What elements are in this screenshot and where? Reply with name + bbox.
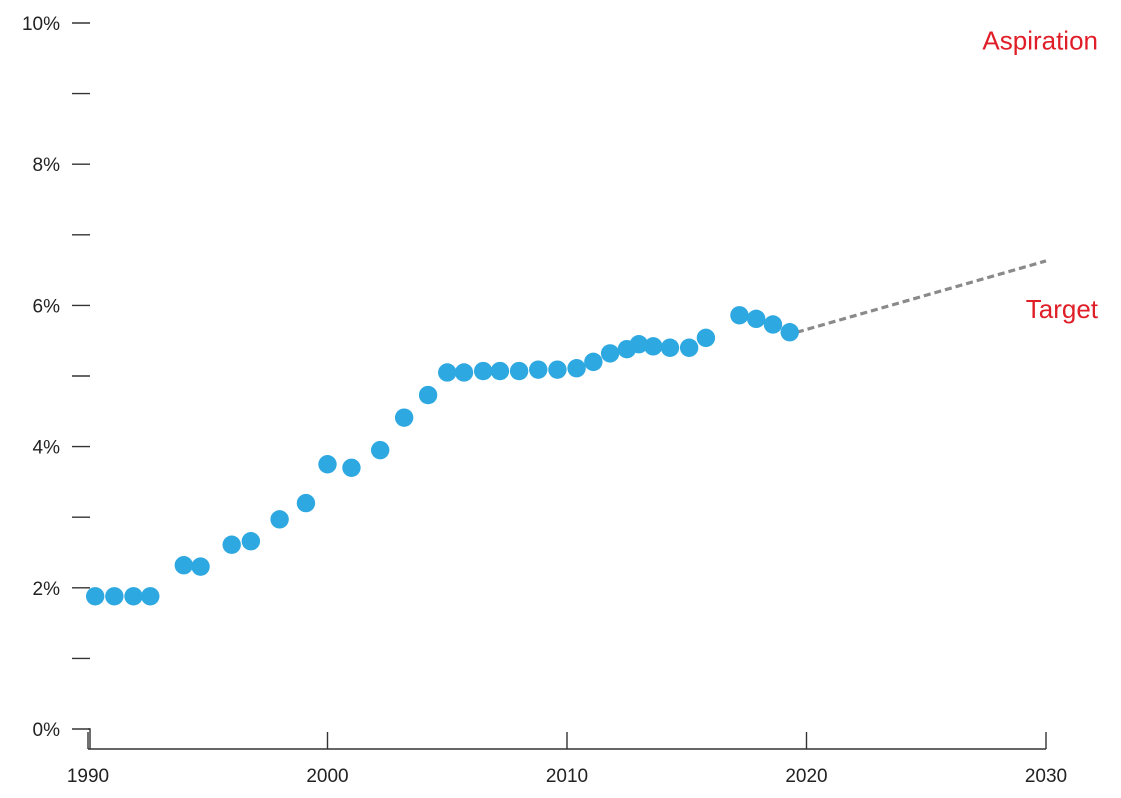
x-tick-label: 2000 bbox=[306, 766, 348, 787]
data-point bbox=[222, 535, 241, 554]
data-point bbox=[191, 557, 210, 576]
data-point bbox=[296, 493, 316, 513]
data-point bbox=[629, 335, 649, 354]
data-point bbox=[454, 363, 474, 382]
data-point bbox=[600, 344, 620, 363]
y-tick-label: 2% bbox=[33, 579, 61, 600]
y-tick-label: 0% bbox=[33, 720, 61, 741]
data-point bbox=[747, 309, 766, 329]
projection-line bbox=[796, 259, 1047, 334]
data-point bbox=[370, 440, 390, 460]
x-tick-label: 2030 bbox=[1025, 766, 1067, 787]
data-point bbox=[124, 587, 143, 606]
data-point bbox=[105, 587, 124, 606]
axes: 0% 2% 4% 6% 8% 10% 1990 2000 2010 2020 2030 bbox=[22, 14, 1067, 787]
y-tick-label: 4% bbox=[33, 438, 61, 459]
data-point bbox=[679, 338, 699, 357]
data-point bbox=[394, 408, 414, 427]
annotation-aspiration: Aspiration bbox=[982, 26, 1098, 56]
x-axis: 1990 2000 2010 2020 2030 bbox=[67, 732, 1067, 787]
data-point bbox=[644, 337, 663, 356]
data-point bbox=[490, 361, 510, 381]
y-tick-label: 6% bbox=[33, 296, 61, 317]
y-tick-label: 10% bbox=[22, 14, 60, 35]
data-point bbox=[241, 532, 261, 551]
annotation-target: Target bbox=[1026, 294, 1099, 324]
data-point bbox=[584, 352, 603, 372]
data-point bbox=[85, 587, 105, 606]
data-point bbox=[342, 458, 361, 477]
data-point bbox=[473, 361, 493, 381]
data-point bbox=[780, 323, 799, 342]
data-point bbox=[509, 361, 529, 381]
data-point bbox=[567, 359, 586, 378]
data-point bbox=[141, 587, 160, 606]
data-point bbox=[730, 306, 749, 325]
annotations: Aspiration Target bbox=[982, 26, 1098, 324]
x-tick-label: 2020 bbox=[785, 766, 827, 787]
data-point bbox=[438, 363, 457, 382]
y-tick-label: 8% bbox=[33, 155, 61, 176]
data-point bbox=[174, 556, 193, 575]
data-point bbox=[548, 360, 567, 379]
data-point bbox=[270, 510, 289, 529]
data-point bbox=[660, 338, 680, 357]
data-point bbox=[418, 385, 438, 405]
y-axis: 0% 2% 4% 6% 8% 10% bbox=[22, 14, 90, 741]
data-points bbox=[85, 306, 799, 606]
projection-series bbox=[796, 259, 1047, 334]
data-point bbox=[318, 455, 337, 474]
data-point bbox=[763, 315, 783, 334]
x-tick-label: 2010 bbox=[546, 766, 588, 787]
x-tick-label: 1990 bbox=[67, 766, 109, 787]
data-point bbox=[696, 328, 716, 348]
data-point bbox=[529, 360, 548, 379]
